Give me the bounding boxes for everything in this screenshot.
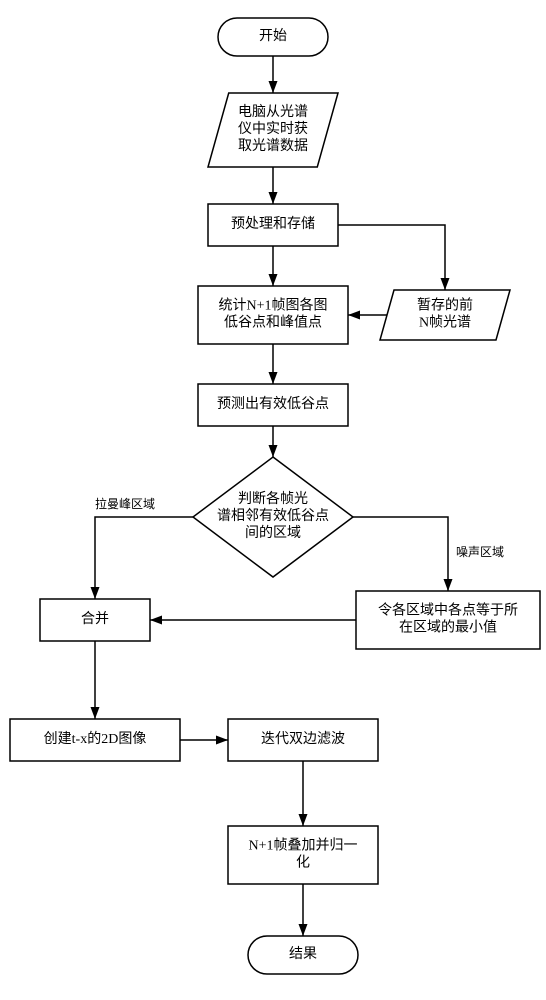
flowchart-canvas: 拉曼峰区域噪声区域开始电脑从光谱仪中实时获取光谱数据预处理和存储统计N+1帧图各… [0, 0, 546, 1000]
node-create2d: 创建t-x的2D图像 [10, 719, 180, 761]
node-acquire: 电脑从光谱仪中实时获取光谱数据 [208, 93, 338, 167]
node-text: 在区域的最小值 [399, 620, 497, 636]
node-text: 电脑从光谱 [238, 104, 308, 120]
edge-decision-setmin [353, 517, 448, 591]
node-text: 合并 [81, 611, 109, 627]
node-text: 结果 [289, 946, 317, 962]
node-text: N+1帧叠加并归一 [248, 837, 357, 854]
node-normalize: N+1帧叠加并归一化 [228, 826, 378, 884]
node-text: 令各区域中各点等于所 [378, 602, 518, 619]
node-text: 低谷点和峰值点 [224, 315, 322, 331]
edge-label: 噪声区域 [456, 545, 504, 559]
node-text: 迭代双边滤波 [261, 731, 345, 747]
node-setmin: 令各区域中各点等于所在区域的最小值 [356, 591, 540, 649]
node-buffer: 暂存的前N帧光谱 [380, 290, 510, 340]
node-text: 预处理和存储 [231, 216, 315, 232]
node-merge: 合并 [40, 599, 150, 641]
node-text: 开始 [259, 28, 287, 44]
edge-preproc-buffer [338, 225, 445, 290]
node-text: 暂存的前 [417, 297, 473, 314]
node-text: 统计N+1帧图各图 [218, 298, 327, 314]
node-text: 创建t-x的2D图像 [44, 731, 147, 747]
node-text: 化 [296, 855, 310, 871]
node-stats: 统计N+1帧图各图低谷点和峰值点 [198, 286, 348, 344]
node-start: 开始 [218, 18, 328, 56]
node-text: N帧光谱 [419, 315, 471, 331]
node-decision: 判断各帧光谱相邻有效低谷点间的区域 [193, 457, 353, 577]
node-result: 结果 [248, 936, 358, 974]
node-preproc: 预处理和存储 [208, 204, 338, 246]
node-text: 取光谱数据 [238, 138, 308, 154]
node-text: 判断各帧光 [238, 491, 308, 507]
node-text: 仪中实时获 [238, 121, 308, 137]
node-text: 谱相邻有效低谷点 [217, 508, 329, 524]
edge-decision-merge [95, 517, 193, 599]
edge-label: 拉曼峰区域 [95, 496, 155, 511]
node-text: 间的区域 [245, 525, 301, 541]
node-bilateral: 迭代双边滤波 [228, 719, 378, 761]
node-text: 预测出有效低谷点 [217, 396, 329, 412]
node-predict: 预测出有效低谷点 [198, 384, 348, 426]
